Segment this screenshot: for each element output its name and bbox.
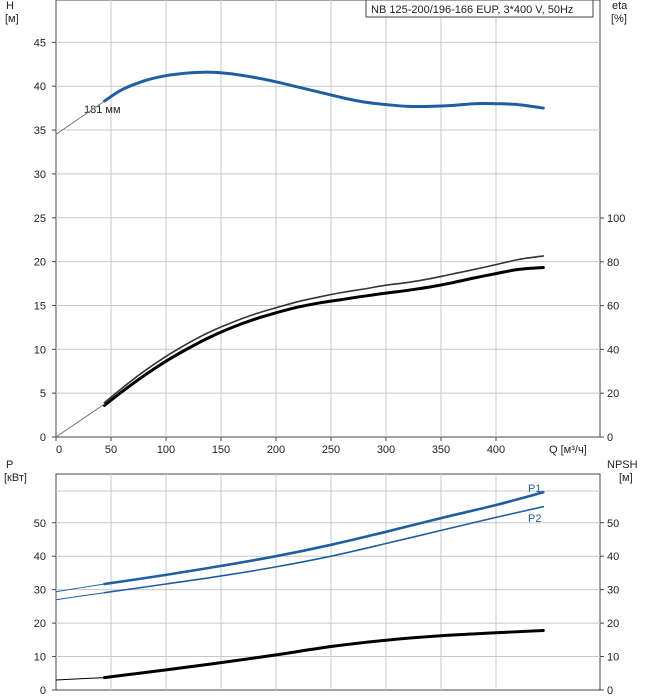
npsh-tick-label: 0	[607, 685, 613, 697]
head-tick-label: 25	[34, 213, 46, 225]
npsh-axis-unit: [м]	[619, 472, 633, 484]
x-axis-label: Q [м³/ч]	[549, 444, 587, 456]
head-tick-label: 5	[40, 388, 46, 400]
power-axis-name: P	[6, 459, 13, 471]
head-tick-label: 0	[40, 432, 46, 444]
top-plot-frame	[55, 0, 601, 438]
eta-axis-name: eta	[612, 0, 628, 12]
eta-tick-label: 40	[607, 344, 619, 356]
eta-tick-label: 0	[607, 432, 613, 444]
bottom-chart-grid	[55, 473, 601, 691]
x-tick-label: 100	[157, 444, 175, 456]
npsh-tick-label: 30	[607, 585, 619, 597]
head-axis-unit: [м]	[5, 13, 19, 25]
eta-tick-label: 60	[607, 301, 619, 313]
eta-axis-unit: [%]	[611, 13, 627, 25]
x-tick-label: 150	[212, 444, 230, 456]
eta-tick-label: 20	[607, 388, 619, 400]
power-tick-label: 30	[34, 585, 46, 597]
curves	[55, 70, 545, 681]
bottom-plot-frame	[55, 473, 601, 691]
chart-title: NB 125-200/196-166 EUP, 3*400 V, 50Hz	[371, 4, 573, 16]
power-tick-label: 40	[34, 551, 46, 563]
efficiency-curve-upper	[103, 255, 545, 404]
head-extension-line	[55, 100, 105, 135]
p1-label: P1	[528, 483, 541, 495]
power-tick-label: 0	[40, 685, 46, 697]
x-tick-label: 0	[56, 444, 62, 456]
efficiency-curve-lower	[102, 266, 545, 407]
npsh-curve	[102, 629, 545, 680]
p1-extension-line	[55, 583, 105, 593]
impeller-annotation: 181 мм	[84, 104, 121, 116]
p2-label: P2	[528, 513, 541, 525]
head-axis-name: H	[6, 0, 14, 12]
power-axis-unit: [кВт]	[4, 472, 27, 484]
head-curve	[102, 70, 545, 110]
top-chart-grid	[55, 0, 601, 438]
p2-extension-line	[55, 592, 105, 601]
title-box	[365, 0, 594, 18]
head-tick-label: 20	[34, 257, 46, 269]
npsh-tick-label: 20	[607, 618, 619, 630]
head-tick-label: 10	[34, 344, 46, 356]
head-tick-label: 35	[34, 125, 46, 137]
p2-curve	[103, 505, 545, 594]
head-tick-label: 45	[34, 37, 46, 49]
head-tick-label: 30	[34, 169, 46, 181]
x-tick-label: 350	[432, 444, 450, 456]
x-tick-label: 400	[487, 444, 505, 456]
power-tick-label: 20	[34, 618, 46, 630]
npsh-axis-name: NPSH	[607, 459, 638, 471]
efficiency-extension-line	[55, 403, 105, 438]
x-tick-label: 200	[267, 444, 285, 456]
x-tick-label: 250	[322, 444, 340, 456]
head-tick-label: 15	[34, 300, 46, 312]
power-tick-label: 50	[34, 518, 46, 530]
eta-tick-label: 80	[607, 257, 619, 269]
npsh-extension-line	[55, 677, 105, 681]
power-tick-label: 10	[34, 652, 46, 664]
x-tick-label: 300	[377, 444, 395, 456]
p1-curve	[103, 491, 545, 586]
head-tick-label: 40	[34, 81, 46, 93]
eta-tick-label: 100	[607, 213, 625, 225]
npsh-tick-label: 40	[607, 551, 619, 563]
x-tick-label: 50	[105, 444, 117, 456]
npsh-tick-label: 50	[607, 518, 619, 530]
npsh-tick-label: 10	[607, 652, 619, 664]
